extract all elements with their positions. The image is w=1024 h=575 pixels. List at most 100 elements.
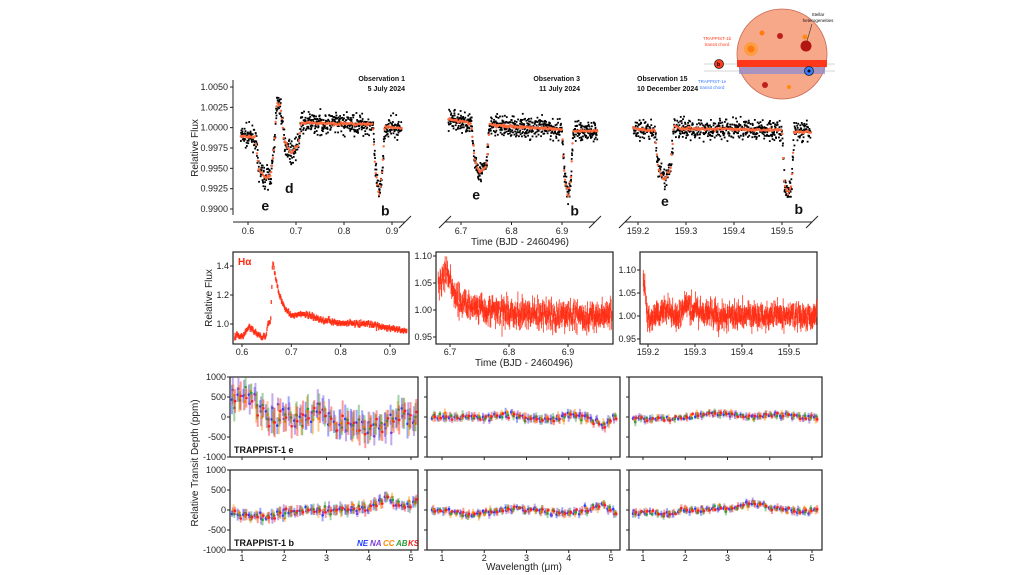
data-point bbox=[533, 123, 536, 125]
data-point bbox=[537, 129, 540, 132]
data-point bbox=[569, 180, 572, 183]
data-point bbox=[569, 185, 572, 188]
spectrum-point-ks bbox=[369, 424, 373, 427]
data-point bbox=[540, 135, 542, 138]
data-point bbox=[304, 119, 306, 121]
data-point bbox=[371, 124, 374, 127]
data-point bbox=[286, 148, 288, 151]
binned-point bbox=[373, 160, 376, 163]
data-point bbox=[591, 125, 593, 128]
data-point bbox=[557, 121, 559, 124]
data-point bbox=[349, 118, 351, 121]
panel-frame bbox=[232, 251, 410, 345]
data-point bbox=[461, 122, 464, 124]
spectrum-point-ks bbox=[674, 415, 678, 418]
data-point bbox=[566, 185, 569, 188]
data-point bbox=[304, 116, 307, 119]
binned-point bbox=[466, 120, 469, 124]
data-point bbox=[683, 115, 685, 118]
data-point bbox=[561, 130, 564, 133]
data-point bbox=[353, 135, 356, 138]
data-point bbox=[400, 121, 403, 124]
data-point bbox=[775, 137, 778, 139]
binned-point bbox=[275, 105, 278, 108]
data-point bbox=[493, 121, 496, 124]
data-point bbox=[321, 126, 324, 129]
light-curve-panel-2: 6.7 6.8 6.9eb bbox=[438, 108, 602, 236]
mid-ylabel: Relative Flux bbox=[204, 269, 215, 327]
data-point bbox=[472, 155, 475, 158]
data-point bbox=[752, 132, 754, 135]
data-point bbox=[334, 120, 336, 123]
data-point bbox=[693, 131, 695, 134]
data-point bbox=[684, 121, 686, 124]
data-point bbox=[778, 126, 781, 129]
spectrum-point-cc bbox=[407, 424, 411, 428]
spectrum-point-ne bbox=[230, 398, 234, 401]
data-point bbox=[389, 130, 392, 133]
data-point bbox=[315, 130, 318, 132]
starspot bbox=[762, 82, 768, 88]
data-point bbox=[515, 121, 518, 123]
data-point bbox=[562, 153, 565, 156]
data-point bbox=[794, 127, 797, 129]
data-point bbox=[711, 132, 714, 135]
spectrum-point-ks bbox=[651, 417, 655, 420]
spectrum-point-ne bbox=[383, 423, 387, 426]
data-point bbox=[344, 126, 347, 128]
data-point bbox=[803, 128, 805, 131]
data-point bbox=[241, 130, 244, 133]
binned-point bbox=[286, 144, 289, 147]
data-point bbox=[324, 125, 326, 127]
obs1-date: 5 July 2024 bbox=[368, 86, 405, 93]
data-point bbox=[689, 130, 692, 132]
data-point bbox=[756, 121, 759, 124]
spectrum-point-ne bbox=[298, 415, 302, 419]
spectrum-point-ab bbox=[329, 415, 332, 418]
data-point bbox=[766, 131, 769, 134]
x-tick-label: 6.7 bbox=[455, 226, 468, 236]
data-point bbox=[594, 126, 597, 129]
spectrum-point-ks bbox=[256, 414, 260, 417]
data-point bbox=[353, 128, 355, 131]
legend-ab: AB bbox=[395, 539, 408, 548]
binned-point bbox=[660, 174, 664, 177]
data-point bbox=[637, 135, 640, 138]
data-point bbox=[716, 131, 719, 133]
data-point bbox=[589, 135, 592, 138]
data-point bbox=[663, 182, 666, 185]
binned-point bbox=[400, 126, 403, 130]
data-point bbox=[541, 120, 544, 123]
data-point bbox=[551, 131, 554, 134]
data-point bbox=[452, 125, 455, 128]
data-point bbox=[704, 123, 707, 126]
data-point bbox=[393, 136, 396, 139]
data-point bbox=[710, 134, 713, 137]
spectrum-point-ne bbox=[722, 413, 725, 416]
data-point bbox=[373, 140, 376, 143]
data-point bbox=[375, 181, 378, 184]
data-point bbox=[468, 119, 471, 121]
data-point bbox=[794, 128, 797, 130]
data-point bbox=[259, 173, 262, 176]
data-point bbox=[448, 123, 450, 126]
data-point bbox=[243, 127, 246, 130]
spectrum-point-ab bbox=[397, 408, 400, 412]
data-point bbox=[475, 156, 478, 159]
binned-point bbox=[713, 129, 717, 133]
transit-label-b: b bbox=[570, 203, 579, 219]
data-point bbox=[555, 123, 558, 126]
data-point bbox=[253, 143, 256, 146]
axis-break-mark bbox=[618, 215, 632, 229]
data-point bbox=[369, 121, 372, 124]
data-point bbox=[378, 190, 381, 192]
spectrum-point-ks bbox=[640, 416, 644, 419]
y-tick-label: 1.4 bbox=[216, 261, 229, 271]
obs1-title: Observation 1 bbox=[358, 76, 405, 83]
data-point bbox=[743, 121, 745, 123]
binned-point bbox=[784, 187, 788, 190]
spectrum-point-ks bbox=[347, 421, 350, 425]
data-point bbox=[743, 123, 746, 126]
data-point bbox=[379, 191, 382, 194]
data-point bbox=[636, 125, 639, 128]
